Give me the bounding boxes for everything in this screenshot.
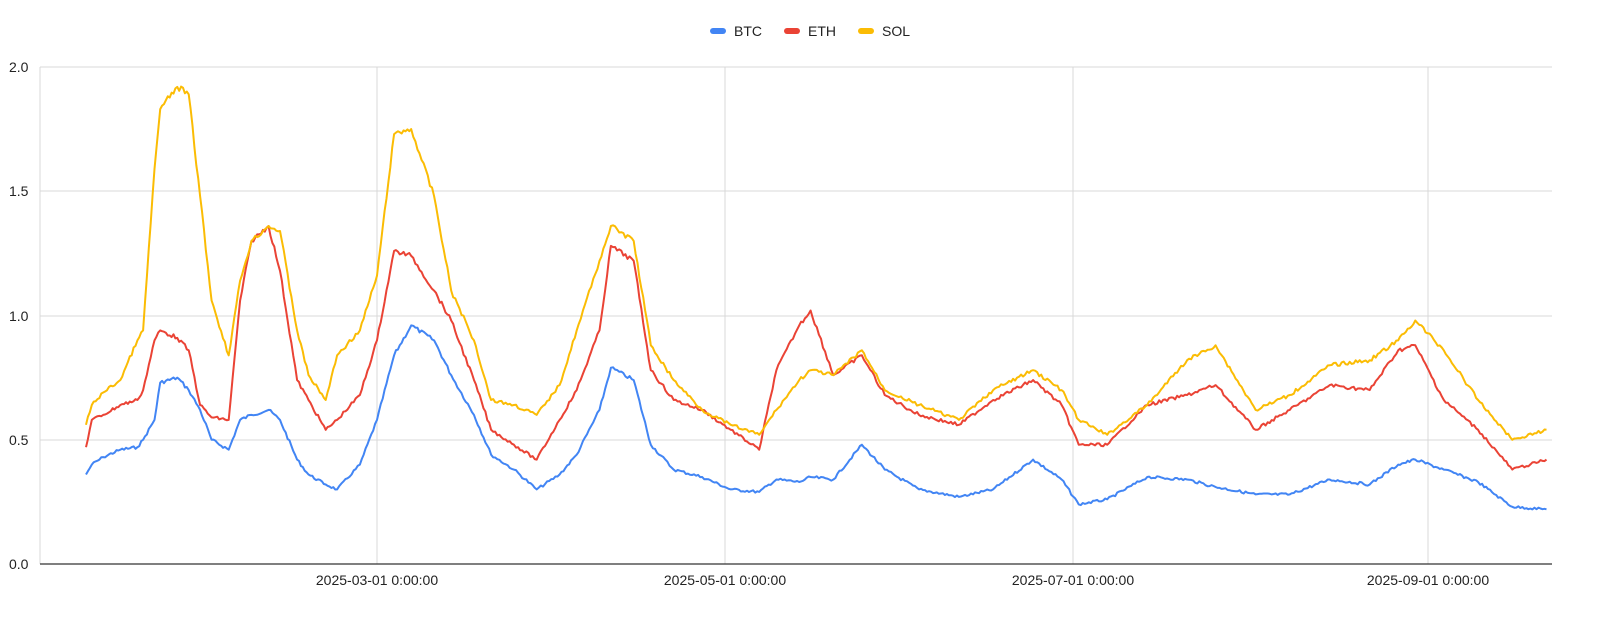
legend-label-sol: SOL xyxy=(881,23,910,39)
y-tick-0-0: 0.0 xyxy=(9,556,29,572)
series-line-sol[interactable] xyxy=(85,85,1547,441)
y-axis-labels: 2.0 1.5 1.0 0.5 0.0 xyxy=(9,59,29,572)
y-tick-2-0: 2.0 xyxy=(9,59,29,75)
chart-legend: BTC ETH SOL xyxy=(0,20,1600,42)
series-line-btc[interactable] xyxy=(85,324,1547,511)
x-tick-jul: 2025-07-01 0:00:00 xyxy=(1012,572,1134,588)
legend-item-eth[interactable]: ETH xyxy=(783,23,836,39)
series-lines xyxy=(85,85,1548,511)
y-tick-0-5: 0.5 xyxy=(9,432,29,448)
horizontal-gridlines xyxy=(40,66,1552,441)
x-tick-may: 2025-05-01 0:00:00 xyxy=(664,572,786,588)
legend-item-btc[interactable]: BTC xyxy=(709,23,762,39)
y-tick-1-0: 1.0 xyxy=(9,308,29,324)
btc-swatch-icon xyxy=(709,28,726,34)
legend-label-eth: ETH xyxy=(807,23,836,39)
y-tick-1-5: 1.5 xyxy=(9,183,29,199)
eth-swatch-icon xyxy=(783,28,800,34)
legend-label-btc: BTC xyxy=(733,23,762,39)
series-line-eth[interactable] xyxy=(85,225,1548,471)
sol-swatch-icon xyxy=(857,28,874,34)
x-tick-mar: 2025-03-01 0:00:00 xyxy=(316,572,438,588)
legend-item-sol[interactable]: SOL xyxy=(857,23,910,39)
vertical-gridlines xyxy=(39,67,1429,564)
x-axis-labels: 2025-03-01 0:00:00 2025-05-01 0:00:00 20… xyxy=(316,572,1489,588)
x-tick-sep: 2025-09-01 0:00:00 xyxy=(1367,572,1489,588)
